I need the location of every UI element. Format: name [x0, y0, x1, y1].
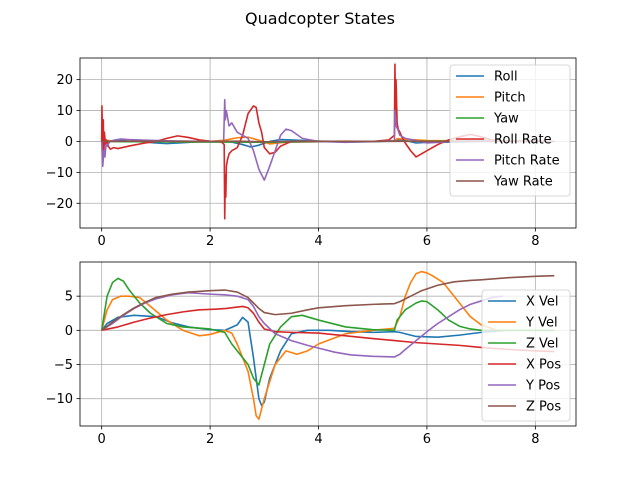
- legend-entry-label: X Vel: [526, 295, 559, 310]
- series-line-roll-rate: [100, 63, 555, 220]
- y-tick-label: 0: [65, 324, 73, 339]
- y-tick-label: −10: [46, 166, 73, 181]
- legend-entry-label: Y Vel: [525, 316, 558, 331]
- x-tick-label: 0: [98, 432, 106, 447]
- y-tick-label: −5: [54, 358, 73, 373]
- series-line-pitch-rate: [100, 98, 555, 181]
- x-tick-label: 2: [206, 234, 214, 249]
- series-line-y-pos: [101, 291, 503, 358]
- legend-entry-label: Yaw: [493, 112, 519, 127]
- series-line-z-pos: [101, 274, 555, 331]
- x-tick-label: 8: [531, 432, 539, 447]
- y-tick-label: 20: [56, 73, 73, 88]
- y-tick-label: −10: [46, 392, 73, 407]
- legend-entry-label: X Pos: [526, 358, 561, 373]
- x-tick-label: 8: [531, 234, 539, 249]
- legend-entry-label: Yaw Rate: [493, 175, 553, 190]
- legend: X Vel Y Vel Z Vel X Pos Y Pos Z Pos: [481, 289, 571, 422]
- legend-entry-label: Pitch: [494, 91, 526, 106]
- x-tick-label: 6: [423, 234, 431, 249]
- figure-title: Quadcopter States: [245, 9, 395, 28]
- series-line-x-vel: [101, 314, 555, 407]
- bottom-subplot: 0 2 4 6 8 −10 −5 0 5 X Vel Y Vel Z Vel X Pos Y Pos Z P…: [46, 261, 577, 447]
- y-tick-label: 10: [56, 104, 73, 119]
- series-line-x-pos: [101, 305, 555, 353]
- y-tick-label: −20: [46, 197, 73, 212]
- legend-entry-label: Pitch Rate: [494, 154, 560, 169]
- x-tick-label: 6: [423, 432, 431, 447]
- legend-entry-label: Roll Rate: [494, 133, 552, 148]
- legend-entry-label: Z Vel: [526, 337, 559, 352]
- series-line-y-vel: [100, 270, 555, 420]
- legend: Roll Pitch Yaw Roll Rate Pitch Rate Yaw Rate: [449, 64, 571, 197]
- x-tick-label: 0: [98, 234, 106, 249]
- legend-entry-label: Z Pos: [526, 400, 561, 415]
- axes-frame: [79, 261, 577, 427]
- x-tick-label: 2: [206, 432, 214, 447]
- y-tick-label: 5: [65, 290, 73, 305]
- x-tick-label: 4: [314, 432, 322, 447]
- legend-entry-label: Roll: [494, 70, 518, 85]
- y-tick-label: 0: [65, 135, 73, 150]
- series-line-z-vel: [100, 277, 555, 386]
- series-lines: [100, 270, 555, 420]
- top-subplot: 0 2 4 6 8 −20 −10 0 10 20 Roll Pitch Yaw Roll Rate Pit…: [46, 57, 577, 249]
- x-tick-label: 4: [314, 234, 322, 249]
- axes-frame: [79, 57, 577, 229]
- legend-entry-label: Y Pos: [525, 379, 560, 394]
